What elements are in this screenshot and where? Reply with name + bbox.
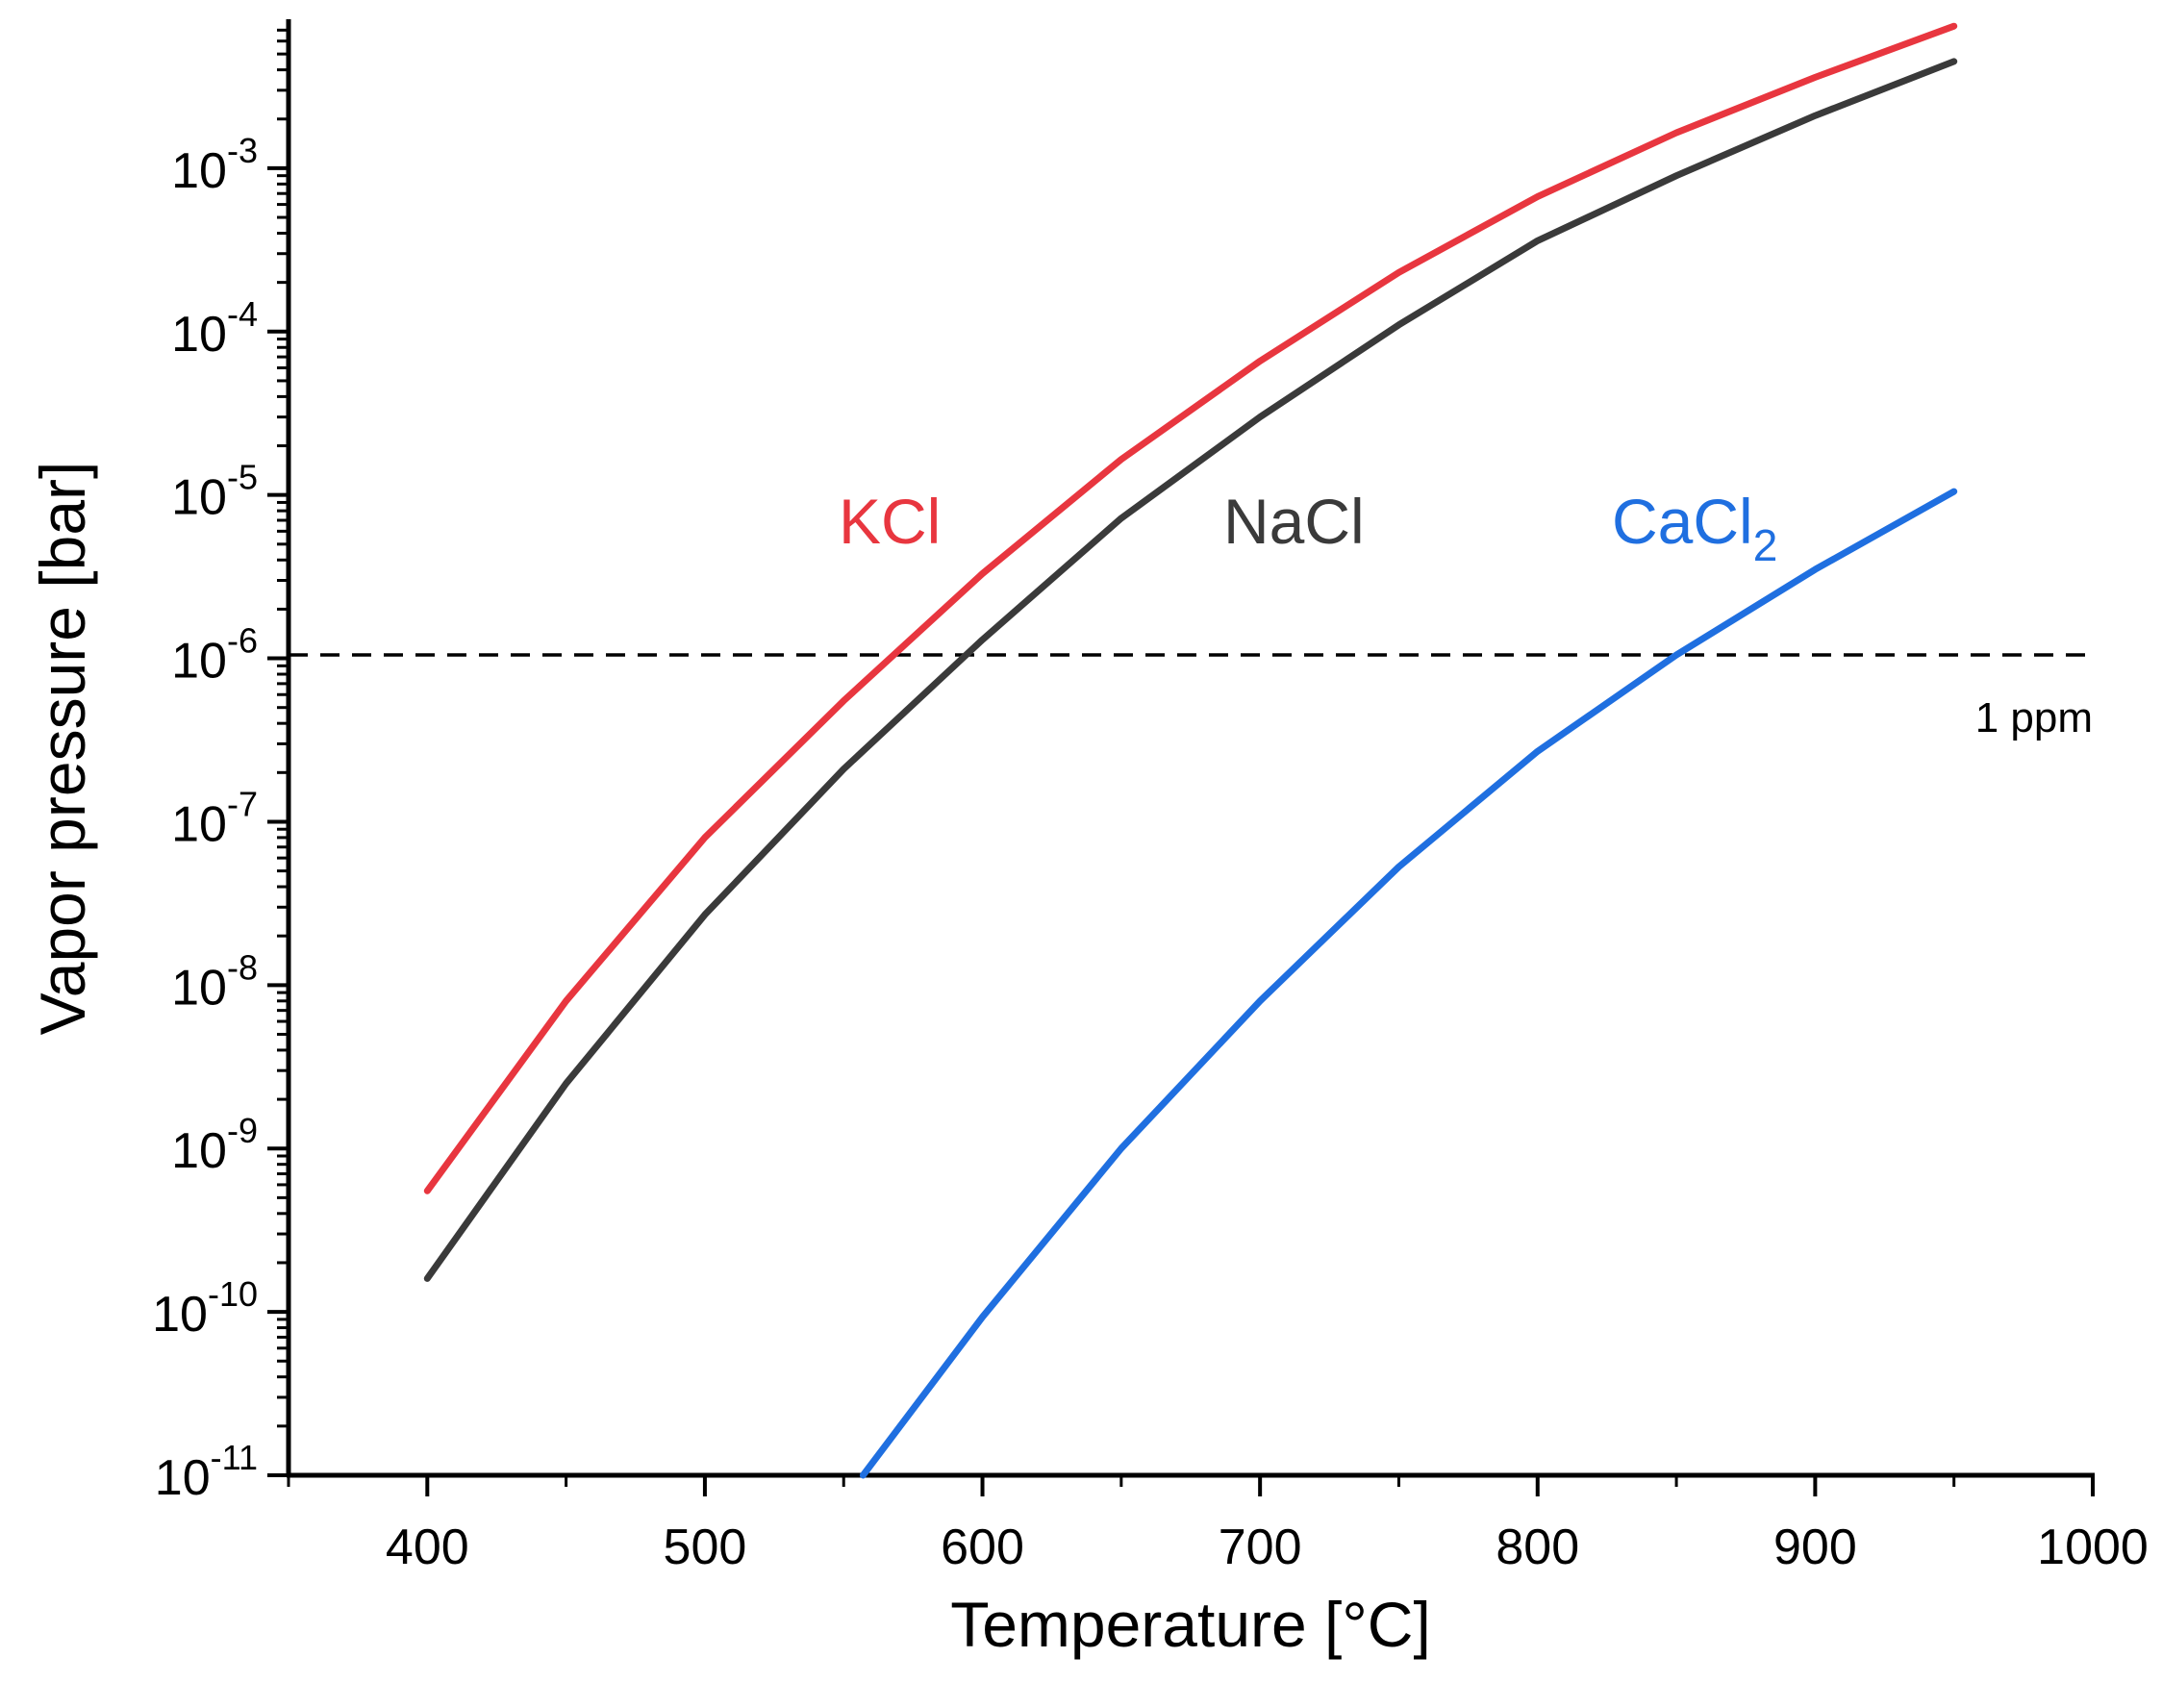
series-label-cacl2: CaCl2 xyxy=(1612,486,1777,570)
axis-ticks xyxy=(267,165,2095,1496)
series-label-kcl: KCl xyxy=(839,486,941,557)
y-tick-label: 10-7 xyxy=(171,784,258,852)
series-line-cacl2 xyxy=(859,488,1958,1479)
x-tick-label: 700 xyxy=(1219,1520,1302,1575)
y-axis-title: Vapor pressure [bar] xyxy=(27,462,98,1036)
y-tick-label: 10-4 xyxy=(171,294,258,363)
y-tick-label: 10-11 xyxy=(155,1438,258,1506)
x-tick-label: 400 xyxy=(386,1520,469,1575)
x-axis-title: Temperature [°C] xyxy=(950,1589,1431,1660)
y-tick-label: 10-5 xyxy=(171,458,258,526)
y-tick-label: 10-9 xyxy=(171,1111,258,1179)
x-tick-label: 1000 xyxy=(2037,1520,2149,1575)
y-tick-label: 10-10 xyxy=(152,1274,258,1343)
series-labels: KCl NaCl CaCl2 xyxy=(839,486,1777,570)
y-tick-labels: 10-11 10-10 10-9 10-8 10-7 10-6 10-5 10-4 10-3 xyxy=(152,131,258,1506)
y-tick-label: 10-6 xyxy=(171,621,258,690)
series-label-nacl: NaCl xyxy=(1223,486,1365,557)
y-tick-label: 10-8 xyxy=(171,947,258,1016)
series-lines xyxy=(423,22,1958,1479)
series-line-nacl xyxy=(423,58,1958,1282)
x-tick-label: 600 xyxy=(941,1520,1024,1575)
series-line-kcl xyxy=(423,22,1958,1194)
y-tick-label: 10-3 xyxy=(171,131,258,199)
x-tick-label: 800 xyxy=(1496,1520,1579,1575)
x-tick-labels: 400 500 600 700 800 900 1000 xyxy=(386,1520,2149,1575)
x-tick-label: 500 xyxy=(664,1520,747,1575)
x-tick-label: 900 xyxy=(1773,1520,1857,1575)
one-ppm-label: 1 ppm xyxy=(1975,694,2093,741)
